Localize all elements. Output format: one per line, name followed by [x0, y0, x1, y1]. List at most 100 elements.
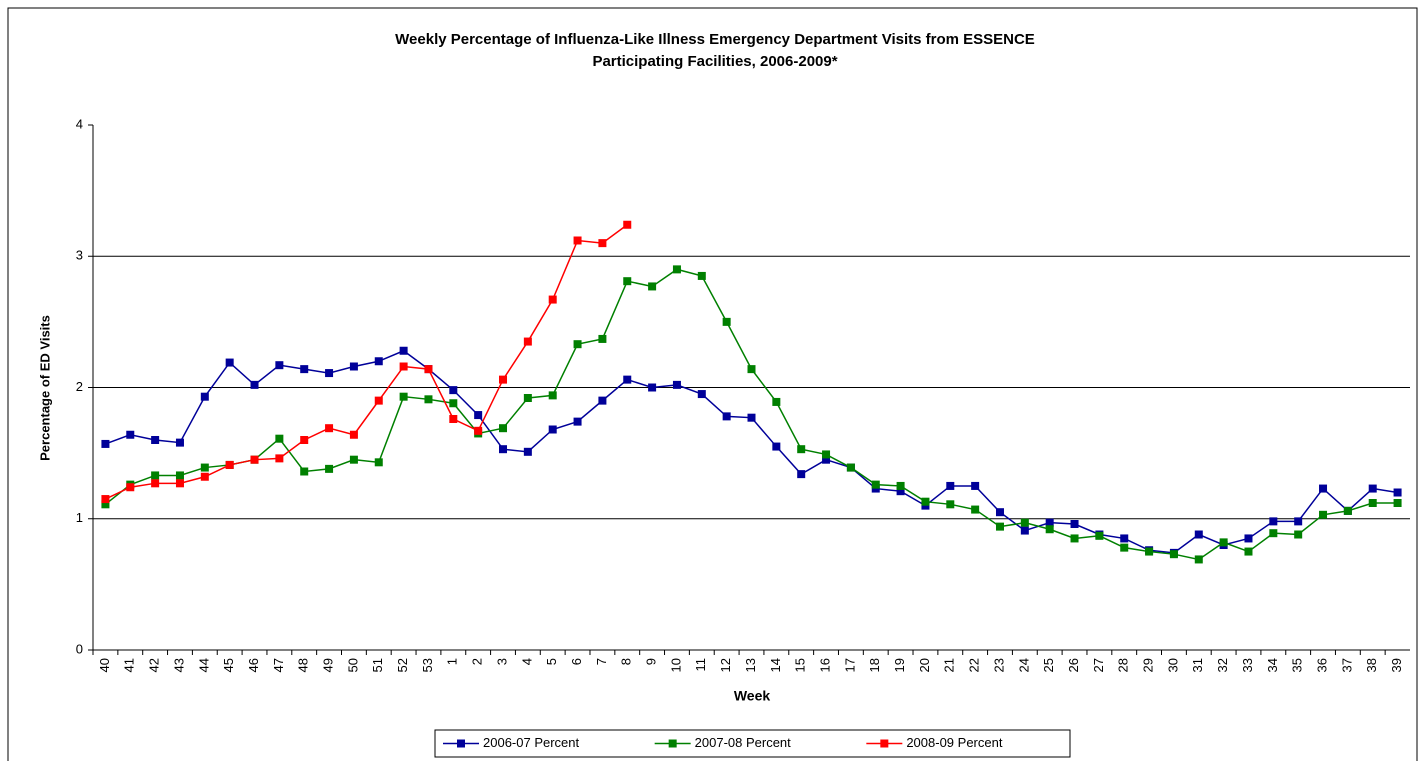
x-tick-label: 40 [97, 658, 112, 672]
data-point [995, 522, 1004, 531]
data-point [672, 380, 681, 389]
data-point [896, 481, 905, 490]
chart-border [7, 7, 1418, 766]
data-point [871, 480, 880, 489]
data-point [772, 442, 781, 451]
data-point [1319, 484, 1328, 493]
legend-marker [880, 739, 889, 748]
data-point [101, 500, 110, 509]
x-tick-label: 7 [594, 658, 609, 665]
data-point [697, 390, 706, 399]
data-point [126, 483, 135, 492]
x-tick-label: 12 [718, 658, 733, 672]
x-tick-label: 20 [917, 658, 932, 672]
data-point [548, 295, 557, 304]
x-tick-label: 17 [842, 658, 857, 672]
x-tick-label: 34 [1265, 658, 1280, 672]
x-tick-label: 23 [991, 658, 1006, 672]
series-line [105, 224, 628, 500]
data-point [623, 375, 632, 384]
x-tick-label: 31 [1190, 658, 1205, 672]
data-point [672, 265, 681, 274]
x-tick-label: 5 [544, 658, 559, 665]
data-point [971, 505, 980, 514]
x-tick-label: 16 [817, 658, 832, 672]
y-tick-label: 3 [76, 248, 83, 263]
data-point [722, 412, 731, 421]
data-point [1219, 538, 1228, 547]
x-tick-label: 29 [1141, 658, 1156, 672]
x-tick-label: 35 [1290, 658, 1305, 672]
data-point [548, 425, 557, 434]
data-point [399, 362, 408, 371]
data-point [275, 434, 284, 443]
data-point [250, 455, 259, 464]
data-point [772, 397, 781, 406]
y-axis-title: Percentage of ED Visits [37, 315, 52, 461]
data-point [573, 236, 582, 245]
data-point [200, 392, 209, 401]
legend-label: 2008-09 Percent [906, 735, 1003, 750]
data-point [325, 369, 334, 378]
data-point [200, 463, 209, 472]
y-tick-label: 0 [76, 641, 83, 656]
data-point [1393, 488, 1402, 497]
data-point [151, 471, 160, 480]
data-point [598, 334, 607, 343]
x-tick-label: 25 [1041, 658, 1056, 672]
x-tick-label: 4 [519, 658, 534, 665]
data-point [1169, 550, 1178, 559]
data-point [573, 340, 582, 349]
data-point [623, 277, 632, 286]
data-point [747, 365, 756, 374]
data-point [747, 413, 756, 422]
data-point [1294, 530, 1303, 539]
x-tick-label: 27 [1091, 658, 1106, 672]
x-tick-label: 1 [445, 658, 460, 665]
x-tick-label: 3 [494, 658, 509, 665]
data-point [1343, 506, 1352, 515]
data-point [797, 470, 806, 479]
data-point [175, 479, 184, 488]
x-tick-label: 26 [1066, 658, 1081, 672]
x-tick-label: 48 [296, 658, 311, 672]
legend-marker [668, 739, 677, 748]
data-point [1319, 510, 1328, 519]
data-point [896, 487, 905, 496]
x-tick-label: 43 [171, 658, 186, 672]
data-point [101, 495, 110, 504]
data-point [822, 450, 831, 459]
legend-label: 2007-08 Percent [695, 735, 792, 750]
data-point [1269, 529, 1278, 538]
data-point [300, 436, 309, 444]
legend-marker [457, 739, 465, 748]
x-tick-label: 44 [196, 658, 211, 672]
x-tick-label: 38 [1364, 658, 1379, 672]
x-tick-label: 2 [470, 658, 485, 665]
chart-title: Participating Facilities, 2006-2009* [592, 53, 837, 70]
data-point [399, 346, 408, 355]
data-point [573, 417, 582, 426]
x-tick-label: 11 [693, 658, 708, 672]
x-tick-label: 36 [1314, 658, 1329, 672]
x-tick-label: 50 [345, 658, 360, 672]
data-point [921, 497, 930, 506]
data-point [648, 282, 657, 291]
data-point [499, 445, 508, 454]
data-point [200, 472, 209, 481]
data-point [424, 395, 433, 404]
x-tick-label: 24 [1016, 658, 1031, 672]
x-tick-label: 47 [271, 658, 286, 672]
data-point [175, 438, 184, 447]
data-point [349, 455, 358, 464]
data-point [995, 508, 1004, 517]
x-axis-title: Week [734, 688, 771, 704]
x-tick-label: 45 [221, 658, 236, 672]
data-point [399, 392, 408, 401]
data-point [1269, 517, 1278, 526]
data-point [151, 436, 160, 444]
x-tick-label: 14 [768, 658, 783, 672]
data-point [424, 365, 433, 374]
data-point [499, 424, 508, 433]
